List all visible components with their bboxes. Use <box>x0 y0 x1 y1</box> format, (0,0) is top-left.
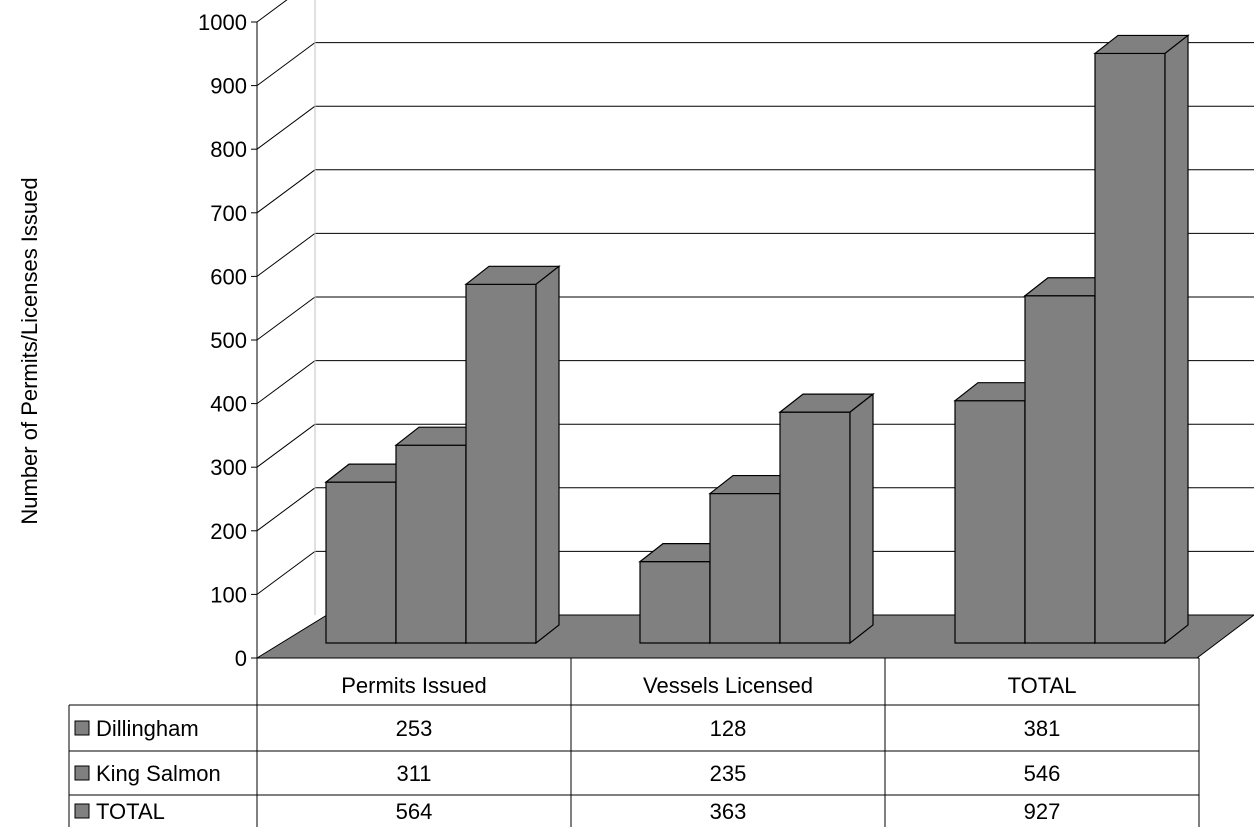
bar-front <box>465 283 537 644</box>
gridline-diagonal <box>256 360 316 405</box>
y-tick-label: 400 <box>210 392 247 417</box>
gridline-diagonal <box>256 487 316 532</box>
table-row-label: Dillingham <box>96 716 199 741</box>
table-cell-value: 311 <box>396 761 431 786</box>
y-tick-label: 700 <box>210 201 247 226</box>
y-tick-label: 100 <box>210 582 247 607</box>
y-tick-label: 300 <box>210 455 247 480</box>
table-cell-value: 235 <box>710 761 747 786</box>
y-tick-label: 1000 <box>198 10 247 35</box>
bar <box>1093 34 1190 645</box>
gridline-diagonal <box>256 232 316 277</box>
gridline-diagonal <box>256 423 316 468</box>
gridline-diagonal <box>256 0 288 23</box>
gridline-diagonal <box>256 550 316 595</box>
table-cell-value: 927 <box>1024 799 1061 824</box>
gridline-diagonal <box>256 169 316 214</box>
table-cell-value: 363 <box>710 799 747 824</box>
bar-front <box>325 481 397 644</box>
y-tick-label: 600 <box>210 264 247 289</box>
table-cell-value: 546 <box>1024 761 1061 786</box>
gridline-diagonal <box>256 105 316 150</box>
bar-front <box>779 411 851 644</box>
y-axis-label: Number of Permits/Licenses Issued <box>17 177 42 524</box>
bar-front <box>1024 295 1096 644</box>
table-row-label: King Salmon <box>96 761 221 786</box>
bar-front <box>954 400 1026 644</box>
bar <box>464 265 561 645</box>
legend-swatch <box>74 803 90 819</box>
table-column-header: Vessels Licensed <box>643 673 813 698</box>
bars <box>324 34 1190 645</box>
bar-front <box>639 560 711 644</box>
gridline-diagonal <box>256 42 316 87</box>
bar-front <box>709 492 781 644</box>
axes <box>251 0 316 659</box>
y-tick-label: 500 <box>210 328 247 353</box>
table-cell-value: 128 <box>710 716 747 741</box>
table-row-label: TOTAL <box>96 799 165 824</box>
bar-side <box>849 392 874 645</box>
y-tick-labels: 0 100 200 300 400 500 600 700 800 900 1000 <box>198 10 247 671</box>
bar-side <box>1164 34 1189 645</box>
y-tick-label: 0 <box>235 646 247 671</box>
data-table: Permits Issued Vessels Licensed TOTAL Dilli… <box>68 657 1200 827</box>
bar-front <box>1094 52 1166 644</box>
gridline-diagonal <box>256 296 316 341</box>
legend-swatch <box>74 720 90 736</box>
table-cell-value: 253 <box>396 716 433 741</box>
bar-front <box>395 444 467 644</box>
y-tick-label: 200 <box>210 519 247 544</box>
table-cell-value: 564 <box>396 799 433 824</box>
table-column-header: Permits Issued <box>341 673 487 698</box>
bar-side <box>535 265 560 645</box>
bar <box>778 392 875 645</box>
y-tick-label: 800 <box>210 137 247 162</box>
table-cell-value: 381 <box>1024 716 1061 741</box>
legend-swatch <box>74 765 90 781</box>
y-tick-label: 900 <box>210 74 247 99</box>
table-column-header: TOTAL <box>1008 673 1077 698</box>
